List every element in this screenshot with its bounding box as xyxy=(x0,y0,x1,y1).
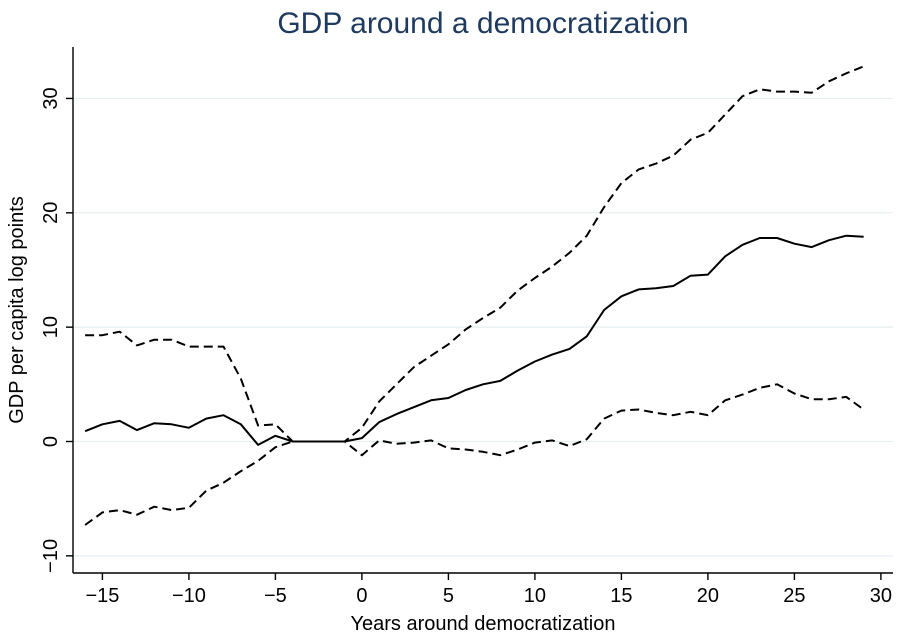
y-tick-label: 0 xyxy=(40,436,62,447)
x-tick-label: 5 xyxy=(443,585,454,607)
chart-title: GDP around a democratization xyxy=(277,7,688,40)
grid xyxy=(73,97,893,557)
x-tick-label: 30 xyxy=(870,585,892,607)
y-tick-label: −10 xyxy=(40,539,62,573)
y-tick-label: 20 xyxy=(40,202,62,224)
lower-bound-line xyxy=(84,383,865,526)
upper-bound-line xyxy=(85,65,864,443)
x-tick-label: 25 xyxy=(783,585,805,607)
x-tick-label: 10 xyxy=(524,585,546,607)
x-tick-label: 15 xyxy=(610,585,632,607)
y-tick-label: 10 xyxy=(40,316,62,338)
y-axis-ticks: −10 0 10 20 30 xyxy=(40,87,73,573)
y-axis-label: GDP per capita log points xyxy=(6,196,28,424)
estimate-line xyxy=(84,234,864,446)
x-tick-label: −5 xyxy=(264,585,287,607)
series-group xyxy=(84,65,865,526)
x-tick-label: 0 xyxy=(356,585,367,607)
x-tick-label: −15 xyxy=(85,585,119,607)
y-tick-label: 30 xyxy=(40,87,62,109)
x-axis-label: Years around democratization xyxy=(351,613,616,635)
x-tick-label: −10 xyxy=(172,585,206,607)
x-tick-label: 20 xyxy=(697,585,719,607)
x-axis-ticks: −15 −10 −5 0 5 10 15 20 25 30 xyxy=(85,573,892,607)
